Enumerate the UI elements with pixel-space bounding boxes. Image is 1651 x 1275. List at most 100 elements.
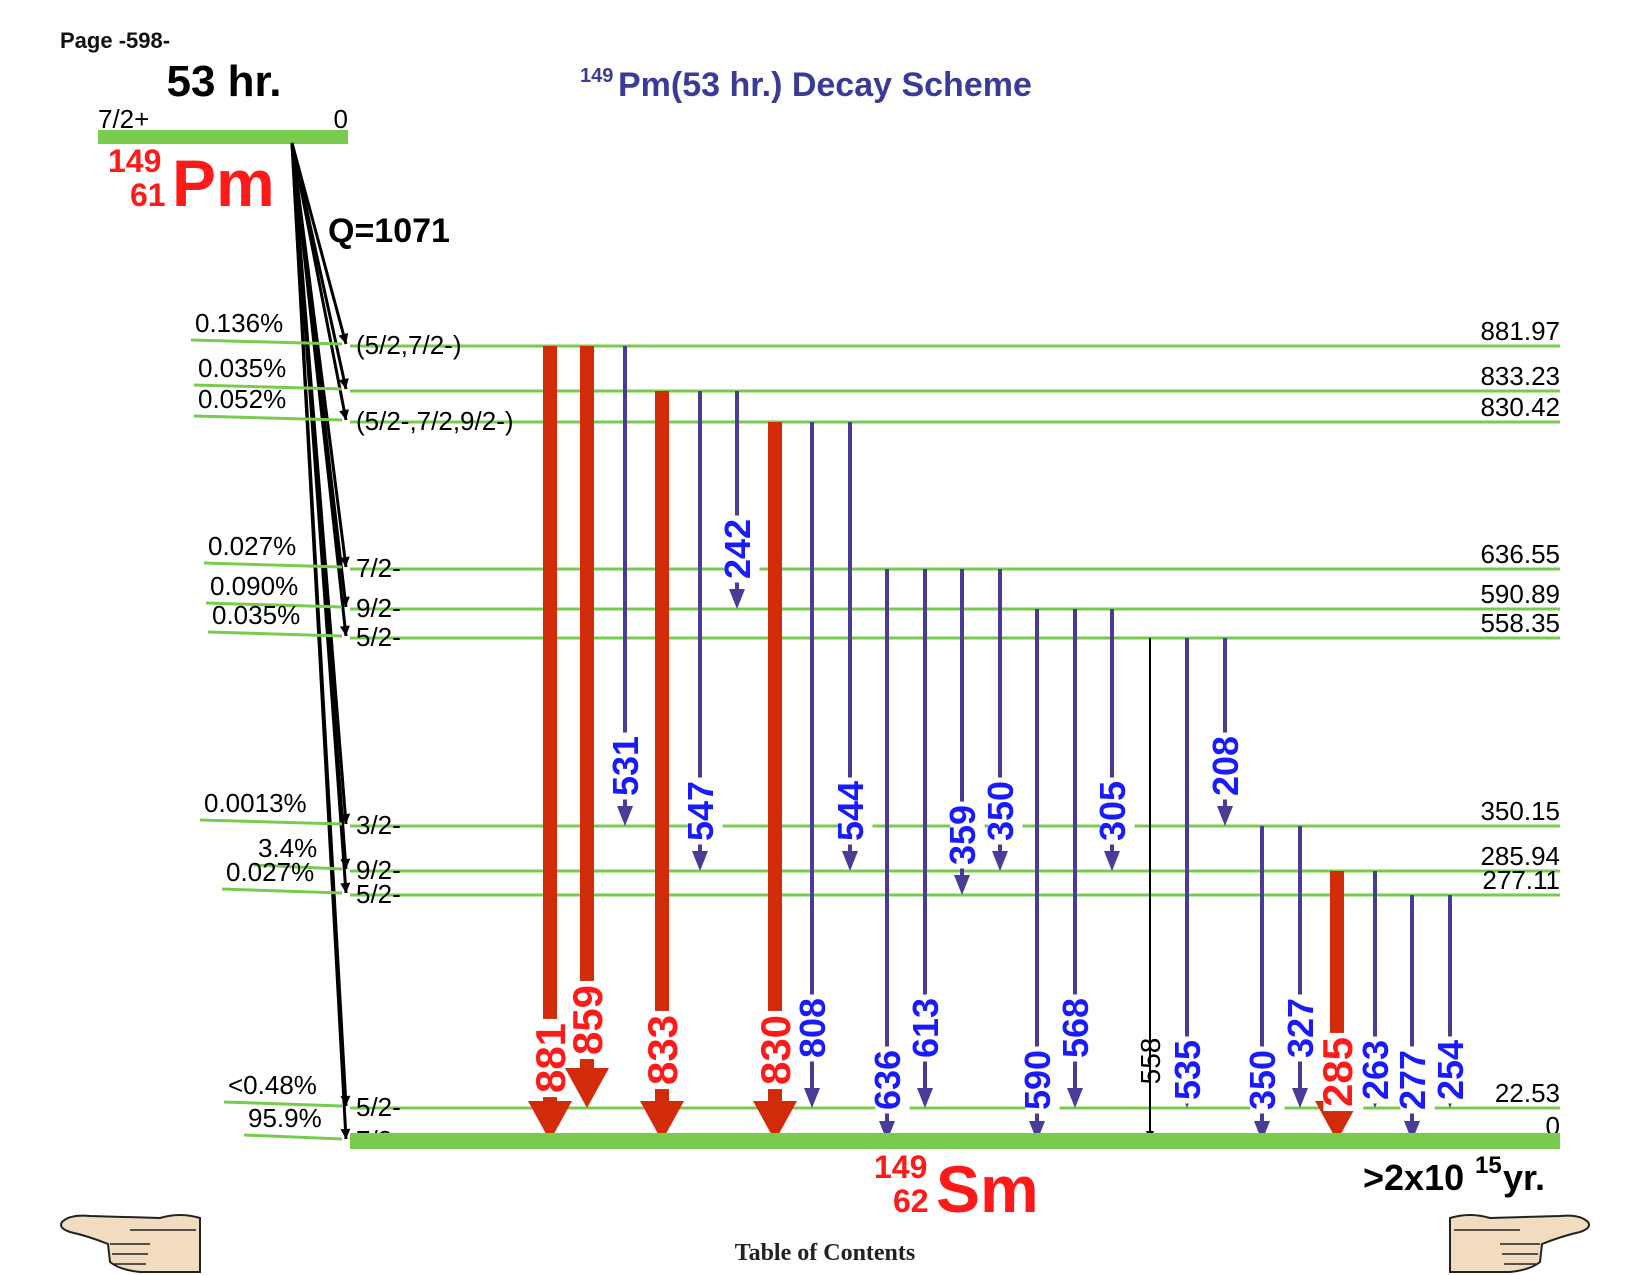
prev-page-button[interactable] xyxy=(60,1214,201,1273)
hand-pointing-left-icon xyxy=(60,1214,201,1273)
level-energy: 285.94 xyxy=(1480,841,1560,871)
levels-group: 881.97 (5/2,7/2-) 0.136% 833.23 0.035% 830.42… xyxy=(190,308,1560,1155)
gamma-label: 558 xyxy=(1135,1038,1166,1085)
gamma-shaft xyxy=(655,391,669,1101)
level-spin: 9/2- xyxy=(356,593,401,623)
level-energy: 830.42 xyxy=(1480,392,1560,422)
parent-nuclide: 149 61 Pm xyxy=(108,143,275,220)
beta-arrowhead xyxy=(340,882,351,893)
gamma-label: 547 xyxy=(680,781,721,841)
branch-tick xyxy=(203,561,343,569)
beta-arrow xyxy=(290,142,348,894)
daughter-z: 62 xyxy=(893,1183,929,1219)
gamma-arrowhead xyxy=(804,1088,820,1108)
level-branch: 0.136% xyxy=(195,308,283,338)
gamma-label: 535 xyxy=(1167,1040,1208,1100)
beta-arrowhead xyxy=(338,378,349,389)
gamma-label-backing xyxy=(761,1010,802,1090)
parent-energy: 0 xyxy=(334,104,348,134)
gamma-arrowhead xyxy=(1104,851,1120,871)
branch-tick xyxy=(223,1100,343,1108)
level-branch: 0.035% xyxy=(212,600,300,630)
gamma-shaft xyxy=(810,422,814,1088)
gamma-transition: 881 xyxy=(527,346,577,1141)
beta-arrow xyxy=(290,142,348,345)
level-spin: (5/2-,7/2,9/2-) xyxy=(356,406,514,436)
gamma-transition: 350 xyxy=(980,569,1023,871)
page-label: Page -598- xyxy=(60,28,170,53)
branch-tick xyxy=(190,338,343,346)
next-page-button[interactable] xyxy=(1449,1214,1590,1273)
level-branch: 0.052% xyxy=(198,384,286,414)
gamma-shaft xyxy=(735,391,739,589)
daughter-halflife-main: >2x10 xyxy=(1363,1157,1464,1198)
gamma-label: 833 xyxy=(639,1015,686,1085)
gamma-label-backing xyxy=(950,801,985,869)
branch-tick xyxy=(193,414,343,422)
gamma-label: 254 xyxy=(1430,1040,1471,1100)
daughter-halflife-exp: 15 xyxy=(1475,1152,1502,1179)
gamma-label-backing xyxy=(1063,994,1098,1062)
gamma-label: 636 xyxy=(867,1050,908,1110)
level-spin: 9/2- xyxy=(356,855,401,885)
branch-tick xyxy=(193,383,343,391)
gamma-label-backing xyxy=(1100,777,1135,845)
gamma-shaft xyxy=(768,422,782,1101)
ground-state-line xyxy=(350,1133,1560,1149)
daughter-nuclide: 149 62 Sm xyxy=(874,1149,1039,1226)
level-branch: 0.035% xyxy=(198,353,286,383)
gamma-arrowhead xyxy=(879,1121,895,1141)
gamma-arrowhead xyxy=(729,589,745,609)
parent-halflife: 53 hr. xyxy=(167,57,282,106)
beta-arrow xyxy=(290,142,348,421)
gamma-transition: 208 xyxy=(1205,638,1248,826)
branch-tick xyxy=(253,863,343,871)
table-of-contents-link[interactable]: Table of Contents xyxy=(735,1240,915,1266)
parent-level-line xyxy=(98,130,348,144)
level-energy: 833.23 xyxy=(1480,361,1560,391)
gamma-arrowhead xyxy=(1404,1121,1420,1141)
gamma-shaft xyxy=(1223,638,1227,806)
gamma-label: 568 xyxy=(1055,998,1096,1058)
branch-tick xyxy=(221,887,343,895)
gamma-arrowhead xyxy=(1067,1088,1083,1108)
gamma-shaft xyxy=(960,569,964,875)
gamma-transitions-group: 8818595318335472428308085446366133593505… xyxy=(527,346,1473,1141)
hand-pointing-right-icon xyxy=(1449,1214,1590,1273)
gamma-label: 808 xyxy=(792,998,833,1058)
gamma-label-backing xyxy=(573,980,614,1060)
daughter-halflife-unit: yr. xyxy=(1503,1157,1545,1198)
gamma-arrowhead xyxy=(842,851,858,871)
gamma-label: 277 xyxy=(1392,1050,1433,1110)
title-text: Pm(53 hr.) Decay Scheme xyxy=(618,66,1032,104)
gamma-arrowhead xyxy=(528,1101,572,1141)
gamma-label: 208 xyxy=(1205,736,1246,796)
gamma-shaft xyxy=(1073,609,1077,1088)
gamma-label: 359 xyxy=(942,805,983,865)
gamma-transition: 531 xyxy=(605,346,648,826)
gamma-label: 285 xyxy=(1314,1037,1361,1107)
gamma-shaft xyxy=(848,422,852,851)
level-branch: 0.027% xyxy=(208,531,296,561)
gamma-transition: 636 xyxy=(867,569,910,1141)
gamma-transition: 544 xyxy=(830,422,873,871)
branch-tick xyxy=(243,1133,343,1141)
gamma-transition: 833 xyxy=(639,391,689,1141)
gamma-label-backing xyxy=(536,1018,577,1098)
gamma-transition: 859 xyxy=(564,346,614,1108)
level-branch: 95.9% xyxy=(248,1103,322,1133)
gamma-label: 305 xyxy=(1092,781,1133,841)
gamma-shaft xyxy=(998,569,1002,851)
beta-feed-arrows xyxy=(290,142,351,1140)
level-branch: 0.090% xyxy=(210,571,298,601)
gamma-shaft xyxy=(698,391,702,851)
gamma-label-backing xyxy=(1438,1036,1473,1104)
parent-spin: 7/2+ xyxy=(98,104,149,134)
gamma-transition: 305 xyxy=(1092,609,1135,871)
level-spin: 5/2- xyxy=(356,879,401,909)
q-value: Q=1071 xyxy=(328,212,450,250)
gamma-transition: 242 xyxy=(717,391,760,609)
title-mass: 149 xyxy=(580,65,613,87)
gamma-label-backing xyxy=(838,777,873,845)
page-title: 149 Pm(53 hr.) Decay Scheme xyxy=(580,65,1032,104)
